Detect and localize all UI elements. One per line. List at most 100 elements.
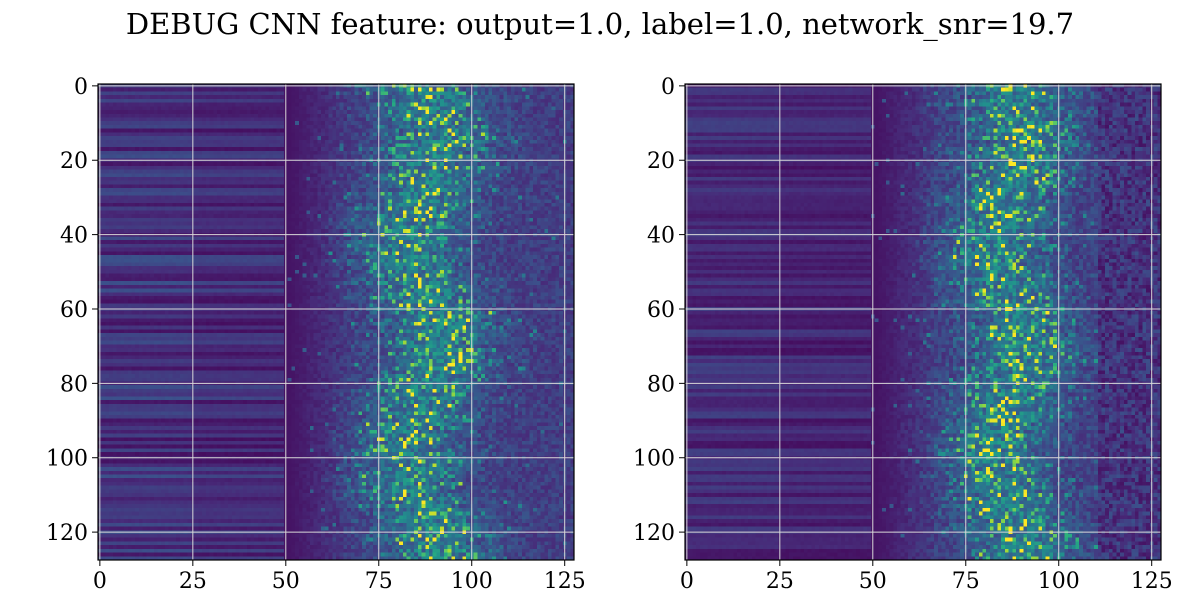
heatmap-cell bbox=[459, 170, 463, 174]
heatmap-cell bbox=[143, 214, 147, 218]
heatmap-cell bbox=[135, 214, 139, 218]
heatmap-cell bbox=[247, 117, 251, 121]
heatmap-cell bbox=[418, 140, 422, 144]
heatmap-cell bbox=[455, 91, 459, 95]
heatmap-cell bbox=[567, 110, 571, 114]
heatmap-cell bbox=[117, 184, 121, 188]
heatmap-cell bbox=[403, 151, 407, 155]
heatmap-cell bbox=[291, 144, 295, 148]
heatmap-cell bbox=[462, 91, 466, 95]
heatmap-cell bbox=[221, 117, 225, 121]
heatmap-cell bbox=[511, 192, 515, 196]
heatmap-cell bbox=[161, 147, 165, 151]
heatmap-cell bbox=[526, 99, 530, 103]
heatmap-cell bbox=[143, 207, 147, 211]
heatmap-cell bbox=[559, 151, 563, 155]
heatmap-cell bbox=[135, 88, 139, 92]
heatmap-cell bbox=[236, 144, 240, 148]
heatmap-cell bbox=[325, 214, 329, 218]
heatmap-cell bbox=[399, 184, 403, 188]
heatmap-cell bbox=[143, 170, 147, 174]
heatmap-cell bbox=[139, 192, 143, 196]
heatmap-cell bbox=[314, 155, 318, 159]
heatmap-cell bbox=[195, 125, 199, 129]
heatmap-cell bbox=[503, 155, 507, 159]
heatmap-cell bbox=[474, 106, 478, 110]
heatmap-cell bbox=[526, 199, 530, 203]
heatmap-cell bbox=[303, 155, 307, 159]
heatmap-cell bbox=[403, 88, 407, 92]
heatmap-cell bbox=[210, 121, 214, 125]
heatmap-cell bbox=[455, 144, 459, 148]
heatmap-cell bbox=[105, 147, 109, 151]
heatmap-cell bbox=[500, 196, 504, 200]
heatmap-cell bbox=[507, 207, 511, 211]
heatmap-cell bbox=[158, 147, 162, 151]
heatmap-cell bbox=[488, 144, 492, 148]
heatmap-cell bbox=[109, 184, 113, 188]
heatmap-cell bbox=[488, 177, 492, 181]
heatmap-cell bbox=[440, 181, 444, 185]
heatmap-cell bbox=[474, 151, 478, 155]
heatmap-cell bbox=[496, 214, 500, 218]
heatmap-cell bbox=[195, 147, 199, 151]
heatmap-cell bbox=[340, 110, 344, 114]
heatmap-cell bbox=[131, 91, 135, 95]
heatmap-cell bbox=[228, 151, 232, 155]
heatmap-cell bbox=[172, 114, 176, 118]
heatmap-cell bbox=[440, 199, 444, 203]
heatmap-cell bbox=[262, 99, 266, 103]
heatmap-cell bbox=[418, 207, 422, 211]
heatmap-cell bbox=[169, 129, 173, 133]
heatmap-cell bbox=[273, 184, 277, 188]
heatmap-cell bbox=[113, 155, 117, 159]
heatmap-cell bbox=[306, 199, 310, 203]
heatmap-cell bbox=[462, 147, 466, 151]
heatmap-cell bbox=[410, 214, 414, 218]
heatmap-cell bbox=[544, 214, 548, 218]
heatmap-cell bbox=[388, 199, 392, 203]
heatmap-cell bbox=[180, 218, 184, 222]
heatmap-cell bbox=[481, 99, 485, 103]
heatmap-cell bbox=[407, 125, 411, 129]
heatmap-cell bbox=[202, 203, 206, 207]
heatmap-cell bbox=[310, 177, 314, 181]
heatmap-cell bbox=[321, 184, 325, 188]
heatmap-cell bbox=[210, 125, 214, 129]
heatmap-cell bbox=[143, 91, 147, 95]
heatmap-cell bbox=[555, 144, 559, 148]
heatmap-cell bbox=[113, 99, 117, 103]
heatmap-cell bbox=[533, 155, 537, 159]
heatmap-cell bbox=[440, 151, 444, 155]
heatmap-cell bbox=[559, 184, 563, 188]
heatmap-cell bbox=[146, 210, 150, 214]
heatmap-cell bbox=[165, 181, 169, 185]
heatmap-cell bbox=[280, 114, 284, 118]
heatmap-cell bbox=[254, 136, 258, 140]
heatmap-cell bbox=[224, 218, 228, 222]
heatmap-cell bbox=[310, 91, 314, 95]
heatmap-cell bbox=[139, 99, 143, 103]
heatmap-cell bbox=[362, 166, 366, 170]
heatmap-cell bbox=[451, 151, 455, 155]
heatmap-cell bbox=[500, 103, 504, 107]
heatmap-cell bbox=[429, 147, 433, 151]
heatmap-cell bbox=[433, 136, 437, 140]
heatmap-cell bbox=[369, 114, 373, 118]
heatmap-cell bbox=[239, 170, 243, 174]
heatmap-cell bbox=[236, 214, 240, 218]
heatmap-cell bbox=[555, 196, 559, 200]
heatmap-cell bbox=[462, 117, 466, 121]
heatmap-cell bbox=[369, 129, 373, 133]
heatmap-cell bbox=[120, 136, 124, 140]
heatmap-cell bbox=[120, 188, 124, 192]
heatmap-cell bbox=[429, 136, 433, 140]
heatmap-cell bbox=[485, 95, 489, 99]
heatmap-cell bbox=[146, 103, 150, 107]
heatmap-cell bbox=[544, 91, 548, 95]
heatmap-cell bbox=[258, 181, 262, 185]
heatmap-cell bbox=[243, 144, 247, 148]
heatmap-cell bbox=[448, 129, 452, 133]
heatmap-cell bbox=[429, 162, 433, 166]
heatmap-cell bbox=[462, 181, 466, 185]
